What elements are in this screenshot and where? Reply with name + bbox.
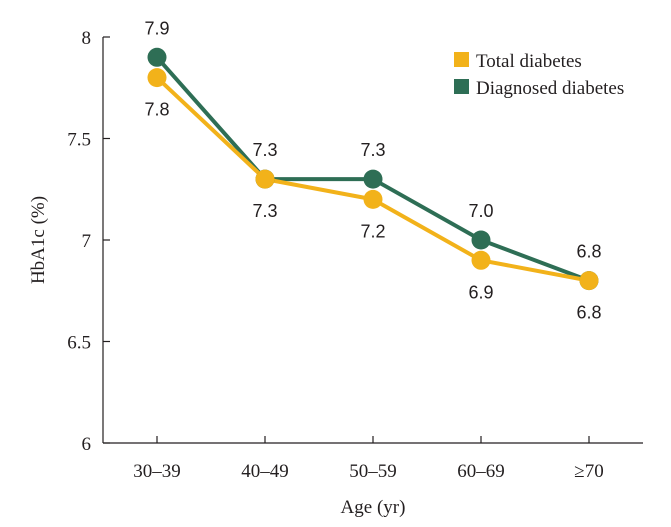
x-tick-label: 40–49 (241, 461, 289, 482)
y-tick-label: 8 (82, 28, 92, 49)
data-label: 7.2 (360, 221, 385, 241)
legend-swatch (454, 79, 469, 94)
data-label: 7.3 (252, 140, 277, 160)
data-label: 7.3 (252, 201, 277, 221)
data-label: 7.0 (468, 201, 493, 221)
x-tick-label: ≥70 (574, 461, 603, 482)
data-labels: 7.8 7.3 7.2 6.9 6.8 7.9 7.3 7.3 7.0 6.8 (144, 18, 601, 322)
data-label: 7.9 (144, 18, 169, 38)
data-point (147, 47, 167, 67)
y-ticks: 6 6.5 7 7.5 8 (67, 28, 110, 455)
legend: Total diabetes Diagnosed diabetes (454, 51, 624, 99)
x-ticks: 30–39 40–49 50–59 60–69 ≥70 (133, 436, 604, 482)
x-tick-label: 50–59 (349, 461, 397, 482)
y-tick-label: 6 (82, 434, 92, 455)
data-point (255, 169, 275, 189)
x-tick-label: 30–39 (133, 461, 181, 482)
y-tick-label: 6.5 (67, 333, 91, 354)
legend-label: Diagnosed diabetes (476, 78, 624, 99)
data-point (471, 250, 491, 270)
x-tick-label: 60–69 (457, 461, 505, 482)
y-tick-label: 7.5 (67, 130, 91, 151)
data-point (147, 68, 167, 88)
data-label: 6.9 (468, 282, 493, 302)
legend-swatch (454, 52, 469, 67)
data-point (363, 169, 383, 189)
data-label: 6.8 (576, 303, 601, 323)
data-label: 7.3 (360, 140, 385, 160)
legend-label: Total diabetes (476, 51, 582, 72)
data-point (363, 189, 383, 209)
y-axis-title: HbA1c (%) (28, 196, 49, 284)
data-point (471, 230, 491, 250)
data-label: 7.8 (144, 100, 169, 120)
x-axis-title: Age (yr) (341, 497, 406, 518)
data-point (579, 271, 599, 291)
data-label: 6.8 (576, 242, 601, 262)
series-layer (147, 47, 599, 291)
y-tick-label: 7 (82, 231, 92, 252)
